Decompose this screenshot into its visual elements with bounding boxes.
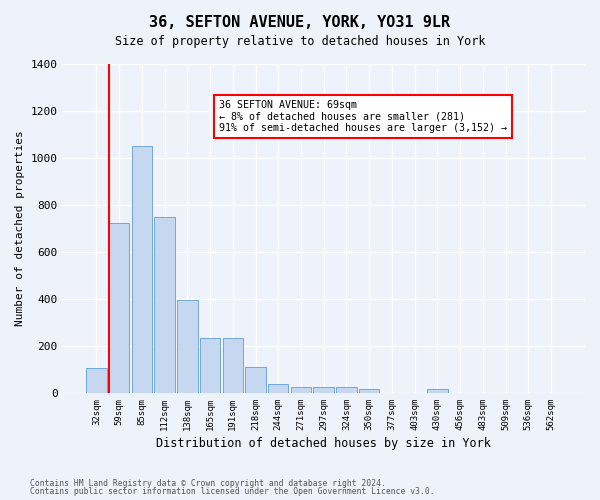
Bar xyxy=(336,387,356,393)
X-axis label: Distribution of detached houses by size in York: Distribution of detached houses by size … xyxy=(156,437,491,450)
Bar xyxy=(109,222,130,393)
Text: 36 SEFTON AVENUE: 69sqm
← 8% of detached houses are smaller (281)
91% of semi-de: 36 SEFTON AVENUE: 69sqm ← 8% of detached… xyxy=(219,100,507,133)
Bar xyxy=(359,390,379,393)
Text: Contains HM Land Registry data © Crown copyright and database right 2024.: Contains HM Land Registry data © Crown c… xyxy=(30,478,386,488)
Bar xyxy=(86,368,107,393)
Bar xyxy=(131,146,152,393)
Y-axis label: Number of detached properties: Number of detached properties xyxy=(15,130,25,326)
Bar xyxy=(154,216,175,393)
Text: Contains public sector information licensed under the Open Government Licence v3: Contains public sector information licen… xyxy=(30,487,434,496)
Bar xyxy=(268,384,289,393)
Bar xyxy=(177,300,197,393)
Text: Size of property relative to detached houses in York: Size of property relative to detached ho… xyxy=(115,35,485,48)
Bar xyxy=(200,338,220,393)
Bar xyxy=(291,387,311,393)
Bar xyxy=(245,367,266,393)
Bar xyxy=(427,390,448,393)
Text: 36, SEFTON AVENUE, YORK, YO31 9LR: 36, SEFTON AVENUE, YORK, YO31 9LR xyxy=(149,15,451,30)
Bar xyxy=(313,387,334,393)
Bar xyxy=(223,338,243,393)
